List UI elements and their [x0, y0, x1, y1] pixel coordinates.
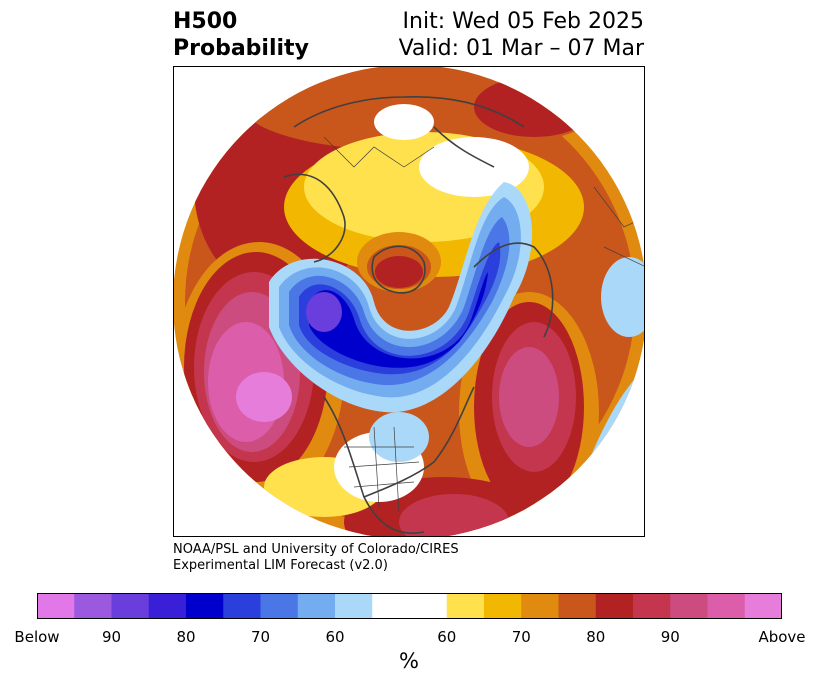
title-block-left: H500 Probability	[173, 8, 309, 62]
colorbar-cell	[297, 593, 336, 619]
se-deep-blue	[609, 412, 644, 492]
valid-range: Valid: 01 Mar – 07 Mar	[398, 36, 644, 61]
colorbar-tick-label: 60	[437, 628, 457, 646]
colorbar-units: %	[399, 649, 419, 673]
colorbar-cell	[260, 593, 299, 619]
colorbar-cell	[74, 593, 112, 619]
colorbar-cell	[521, 593, 559, 619]
na-light-blue	[369, 412, 429, 462]
variable-title: H500	[173, 9, 238, 34]
colorbar-cell	[595, 593, 634, 619]
colorbar-tick-label: 90	[660, 628, 680, 646]
colorbar-cell	[223, 593, 261, 619]
map-panel	[173, 66, 645, 537]
colorbar-cell	[670, 593, 708, 619]
colorbar	[37, 593, 782, 619]
credit-block: NOAA/PSL and University of Colorado/CIRE…	[173, 542, 459, 574]
ne-light-blue	[601, 257, 644, 337]
colorbar-cell	[37, 593, 75, 619]
title-block-right: Init: Wed 05 Feb 2025 Valid: 01 Mar – 07…	[399, 8, 644, 62]
south-crimson	[399, 494, 509, 536]
arctic-white	[419, 137, 529, 197]
colorbar-cell	[372, 593, 448, 619]
arctic-white-2	[374, 104, 434, 140]
colorbar-cell	[446, 593, 485, 619]
colorbar-tick-label: Above	[758, 628, 806, 646]
colorbar-border	[37, 593, 782, 619]
atlantic-rose	[499, 347, 559, 447]
init-date: Init: Wed 05 Feb 2025	[402, 9, 644, 34]
trough-blue-90	[309, 272, 488, 368]
colorbar-cell	[186, 593, 224, 619]
colorbar-cell	[707, 593, 746, 619]
colorbar-cell	[335, 593, 373, 619]
top-right-red	[474, 77, 594, 137]
colorbar-cell	[744, 593, 782, 619]
colorbar-tick-label: 70	[511, 628, 531, 646]
colorbar-cell	[558, 593, 597, 619]
colorbar-tick-label: 60	[325, 628, 345, 646]
coastlines	[233, 93, 554, 534]
colorbar-tick-label: 80	[586, 628, 606, 646]
colorbar-cell	[148, 593, 187, 619]
credit-line-2: Experimental LIM Forecast (v2.0)	[173, 558, 388, 573]
colorbar-cell	[633, 593, 671, 619]
probability-map	[174, 67, 644, 536]
colorbar-tick-label: 70	[250, 628, 271, 646]
greenland-red	[375, 256, 423, 288]
colorbar-cell	[484, 593, 522, 619]
colorbar-tick-label: 90	[101, 628, 122, 646]
colorbar-tick-label: 80	[176, 628, 196, 646]
colorbar-cell	[111, 593, 150, 619]
colorbar-tick-label: Below	[14, 628, 60, 646]
credit-line-1: NOAA/PSL and University of Colorado/CIRE…	[173, 542, 459, 557]
borders	[323, 136, 644, 513]
pacific-core	[236, 372, 292, 422]
product-title: Probability	[173, 36, 309, 61]
trough-core-purple	[306, 292, 342, 332]
